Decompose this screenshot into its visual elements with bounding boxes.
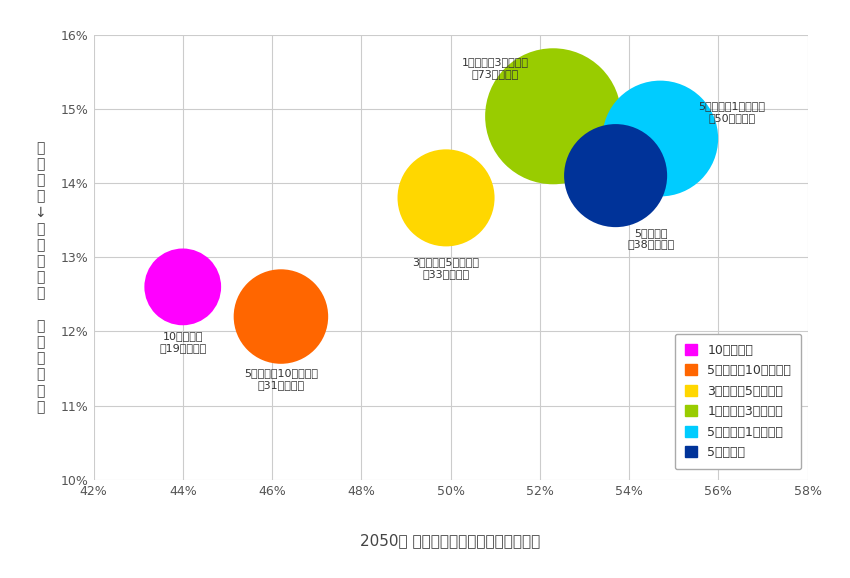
Legend: 10万人以上, 5万人以上10万人未満, 3万人以上5万人未満, 1万人以上3万人未満, 5千人以上1万人未満, 5千人未満: 10万人以上, 5万人以上10万人未満, 3万人以上5万人未満, 1万人以上3万… [675, 334, 802, 469]
Point [176, 282, 190, 291]
Point [275, 312, 288, 321]
Text: 5千人未満
（38自治体）: 5千人未満 （38自治体） [627, 228, 675, 249]
Text: 3万人以上5万人未満
（33自治体）: 3万人以上5万人未満 （33自治体） [412, 257, 479, 279]
Text: 1万人以上3万人未満
（73自治体）: 1万人以上3万人未満 （73自治体） [462, 57, 529, 79]
Text: 10万人以上
（19自治体）: 10万人以上 （19自治体） [159, 331, 207, 353]
Text: ２
０
２
０
↓
２
０
５
０
年

高
齢
化
率
の
差: ２ ０ ２ ０ ↓ ２ ０ ５ ０ 年 高 齢 化 率 の 差 [35, 141, 46, 414]
Point [547, 112, 560, 121]
Text: 5万人以上10万人未満
（31自治体）: 5万人以上10万人未満 （31自治体） [244, 369, 318, 390]
Point [439, 193, 453, 202]
Text: 5千人以上1万人未満
（50自治体）: 5千人以上1万人未満 （50自治体） [698, 102, 765, 123]
Point [654, 134, 667, 143]
Text: 2050年 高齢化率（老年人口／総人口）: 2050年 高齢化率（老年人口／総人口） [360, 533, 541, 548]
Point [609, 171, 622, 180]
